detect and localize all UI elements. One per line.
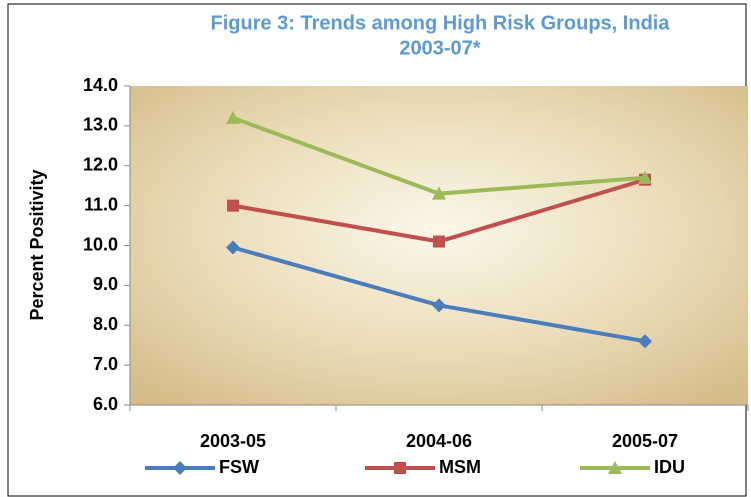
y-tick-label: 10.0 [83,234,118,254]
marker [394,462,406,474]
marker [432,298,446,313]
y-tick-label: 6.0 [93,394,118,414]
marker [608,461,622,474]
legend-label: FSW [219,457,259,477]
marker [638,334,652,349]
y-axis-label: Percent Positivity [27,169,47,320]
x-tick-label: 2003-05 [200,431,266,451]
marker [432,186,446,200]
marker [226,110,240,124]
x-tick-label: 2004-06 [406,431,472,451]
y-tick-label: 8.0 [93,314,118,334]
marker [433,235,445,248]
chart-title: Figure 3: Trends among High Risk Groups,… [211,12,671,34]
legend-label: MSM [439,457,481,477]
y-tick-label: 11.0 [84,194,118,214]
y-tick-label: 9.0 [93,274,118,294]
marker [226,240,240,255]
chart-title: 2003-07* [399,37,480,59]
y-tick-label: 12.0 [83,155,118,175]
marker [227,199,239,212]
legend-label: IDU [654,457,685,477]
y-tick-label: 14.0 [83,75,118,95]
y-tick-label: 7.0 [93,354,118,374]
marker [173,461,187,475]
y-tick-label: 13.0 [83,115,118,135]
x-tick-label: 2005-07 [612,431,678,451]
marker [638,170,652,184]
